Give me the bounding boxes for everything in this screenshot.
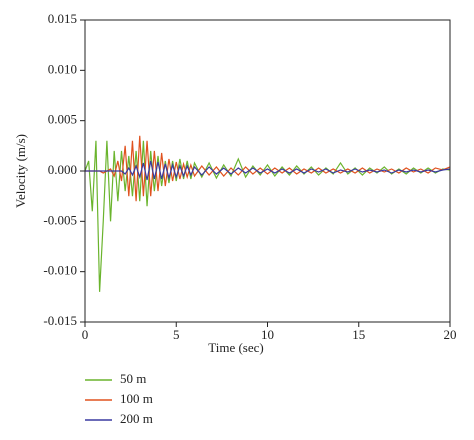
- legend-label: 100 m: [120, 391, 153, 406]
- x-tick-label: 20: [444, 327, 457, 342]
- y-tick-label: 0.015: [48, 11, 77, 26]
- y-tick-label: -0.005: [43, 212, 77, 227]
- x-tick-label: 0: [82, 327, 89, 342]
- x-tick-label: 15: [352, 327, 365, 342]
- y-tick-label: 0.010: [48, 61, 77, 76]
- y-tick-label: 0.000: [48, 162, 77, 177]
- y-tick-label: -0.015: [43, 313, 77, 328]
- legend-label: 50 m: [120, 371, 146, 386]
- y-tick-label: 0.005: [48, 112, 77, 127]
- legend-label: 200 m: [120, 411, 153, 426]
- x-tick-label: 5: [173, 327, 180, 342]
- series-line: [85, 160, 451, 181]
- x-tick-label: 10: [261, 327, 274, 342]
- plot-frame: [84, 19, 451, 323]
- y-tick-label: -0.010: [43, 263, 77, 278]
- y-axis-label: Velocity (m/s): [13, 134, 28, 208]
- x-axis-label: Time (sec): [208, 340, 264, 355]
- series-line: [84, 140, 451, 292]
